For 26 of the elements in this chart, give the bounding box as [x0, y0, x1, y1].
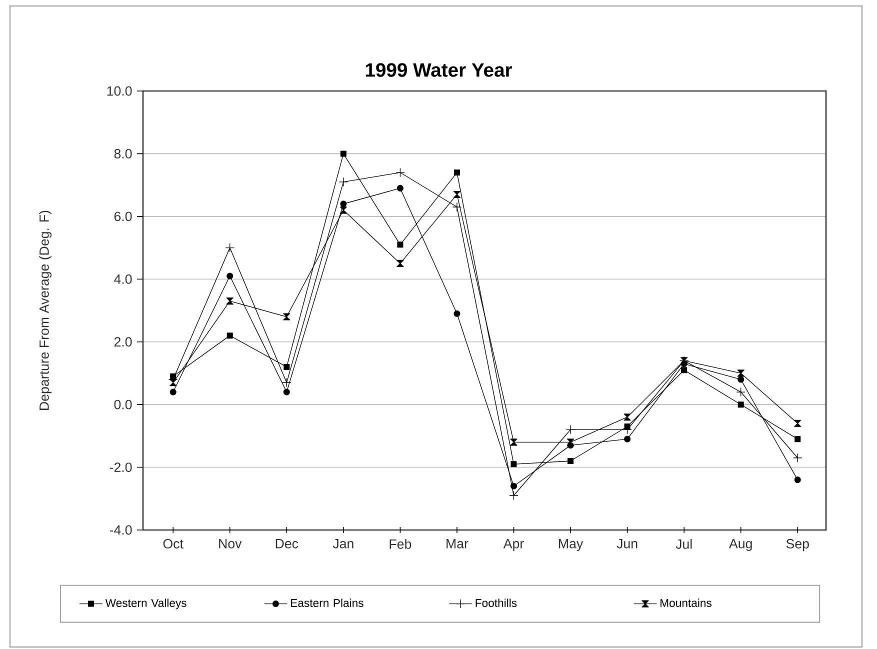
- x-tick-label: Dec: [276, 539, 298, 548]
- y-tick-label: 2.0: [114, 337, 132, 347]
- x-tick-label: Sep: [786, 539, 809, 552]
- y-tick-label: 10.0: [107, 86, 132, 96]
- y-tick-label: 6.0: [114, 212, 132, 222]
- x-tick-label: Jul: [676, 539, 692, 549]
- x-tick-label: Jan: [332, 539, 354, 548]
- x-tick-label: Apr: [503, 539, 524, 551]
- x-tick-label: Oct: [163, 539, 184, 548]
- legend-label: Foothills: [476, 598, 517, 607]
- y-axis-title: Departure From Average (Deg. F): [39, 210, 52, 410]
- y-tick-label: -4.0: [110, 525, 132, 535]
- y-tick-label: 8.0: [114, 148, 132, 158]
- x-tick-label: Nov: [219, 539, 242, 548]
- y-tick-label: -2.0: [110, 462, 132, 472]
- y-tick-label: 0.0: [114, 400, 132, 410]
- legend-label: Western Valleys: [105, 598, 186, 610]
- legend-label: Eastern Plains: [291, 598, 364, 607]
- x-tick-label: Aug: [729, 539, 752, 551]
- chart-title: 1999 Water Year: [366, 63, 512, 77]
- x-tick-label: Feb: [390, 539, 412, 549]
- legend-label: Mountains: [660, 598, 712, 607]
- x-tick-label: May: [559, 539, 584, 551]
- x-tick-label: Jun: [616, 539, 638, 548]
- x-tick-label: Mar: [446, 539, 468, 548]
- y-tick-label: 4.0: [114, 274, 132, 284]
